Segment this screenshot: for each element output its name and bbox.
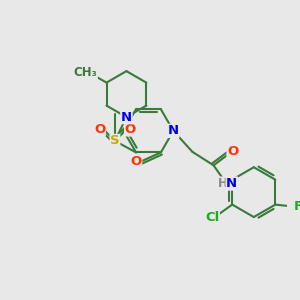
Text: H: H: [218, 177, 228, 190]
Text: CH₃: CH₃: [74, 66, 97, 79]
Text: N: N: [121, 111, 132, 124]
Text: N: N: [168, 124, 179, 137]
Text: O: O: [227, 146, 238, 158]
Text: N: N: [226, 177, 237, 190]
Text: O: O: [94, 123, 105, 136]
Text: Cl: Cl: [205, 212, 219, 224]
Text: F: F: [294, 200, 300, 213]
Text: S: S: [110, 134, 120, 147]
Text: O: O: [130, 155, 142, 169]
Text: O: O: [124, 123, 136, 136]
